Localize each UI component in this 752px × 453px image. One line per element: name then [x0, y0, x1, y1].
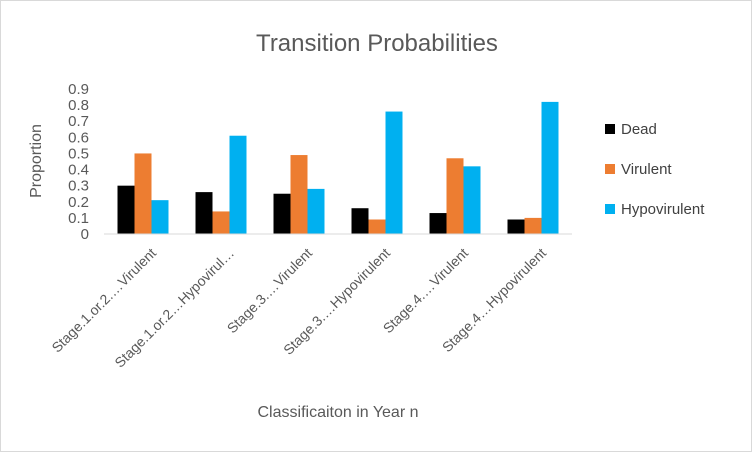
bar-virulent-2	[212, 211, 230, 234]
bar-dead-1	[117, 185, 135, 234]
legend-swatch-hypovirulent	[605, 204, 615, 214]
y-tick-label: 0.9	[68, 81, 89, 98]
bar-hypovirulent-5	[463, 166, 481, 234]
chart-title: Transition Probabilities	[256, 30, 498, 57]
bar-dead-2	[195, 192, 213, 234]
legend-label-hypovirulent: Hypovirulent	[621, 201, 705, 218]
bar-hypovirulent-4	[385, 111, 403, 234]
y-tick-label: 0.8	[68, 97, 89, 114]
plot-area: 00.10.20.30.40.50.60.70.80.9Stage.1.or.2…	[48, 81, 572, 371]
bar-virulent-1	[134, 153, 152, 234]
x-category-label: Stage.3.…Virulent	[224, 245, 316, 337]
y-tick-label: 0.2	[68, 194, 89, 211]
bar-virulent-4	[368, 219, 386, 234]
bar-virulent-5	[446, 158, 464, 234]
bar-dead-3	[273, 193, 291, 234]
bar-hypovirulent-3	[307, 188, 325, 234]
bar-hypovirulent-6	[541, 101, 559, 234]
legend-label-virulent: Virulent	[621, 161, 672, 178]
y-tick-label: 0.1	[68, 210, 89, 227]
legend: Dead Virulent Hypovirulent	[605, 121, 705, 218]
y-tick-label: 0.4	[68, 162, 89, 179]
bar-dead-5	[429, 213, 447, 234]
bar-virulent-3	[290, 155, 308, 234]
y-tick-label: 0	[81, 226, 89, 243]
bar-dead-4	[351, 208, 369, 234]
bar-virulent-6	[524, 217, 542, 234]
legend-swatch-virulent	[605, 164, 615, 174]
y-tick-label: 0.5	[68, 145, 89, 162]
bar-dead-6	[507, 219, 525, 234]
y-tick-label: 0.6	[68, 129, 89, 146]
legend-label-dead: Dead	[621, 121, 657, 138]
x-axis-label: Classificaiton in Year n	[258, 404, 419, 421]
y-tick-label: 0.3	[68, 178, 89, 195]
y-tick-label: 0.7	[68, 113, 89, 130]
legend-swatch-dead	[605, 124, 615, 134]
bar-hypovirulent-2	[229, 135, 247, 234]
y-axis-label: Proportion	[28, 124, 45, 198]
x-category-label: Stage.4.…Virulent	[380, 245, 472, 337]
bar-hypovirulent-1	[151, 200, 169, 234]
